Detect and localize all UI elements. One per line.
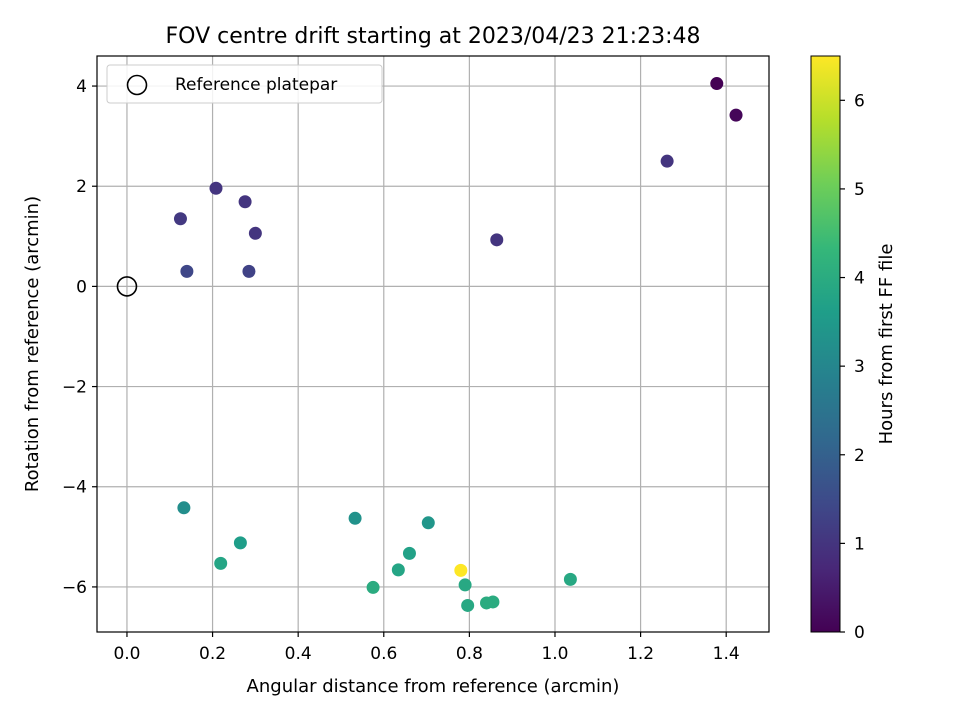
data-point — [180, 264, 194, 278]
colorbar-tick-label: 6 — [854, 91, 865, 111]
y-tick-label: 2 — [76, 177, 87, 197]
legend-marker — [126, 74, 148, 96]
data-point — [729, 108, 743, 122]
x-tick-label: 0.6 — [370, 644, 397, 664]
data-point — [233, 536, 247, 550]
data-point — [209, 181, 223, 195]
y-tick-label: −2 — [62, 378, 87, 398]
legend: Reference platepar — [106, 64, 383, 104]
y-tick-label: 0 — [76, 277, 87, 297]
data-point — [248, 226, 262, 240]
colorbar-tick-label: 3 — [854, 357, 865, 377]
y-axis-ticks: 4 2 0 −2 −4 −6 — [62, 77, 97, 598]
data-point — [490, 233, 504, 247]
chart-title: FOV centre drift starting at 2023/04/23 … — [166, 24, 701, 49]
reference-platepar-marker — [116, 276, 138, 297]
data-point — [402, 546, 416, 560]
x-tick-label: 0.8 — [456, 644, 483, 664]
x-tick-label: 0.4 — [285, 644, 312, 664]
x-axis-label: Angular distance from reference (arcmin) — [247, 676, 620, 697]
data-point — [391, 563, 405, 577]
data-point — [242, 264, 256, 278]
data-point — [480, 596, 494, 610]
data-point — [563, 572, 577, 586]
data-point — [366, 580, 380, 594]
colorbar-tick-label: 2 — [854, 446, 865, 466]
colorbar-tick-label: 0 — [854, 623, 865, 643]
data-point — [458, 578, 472, 592]
data-point — [348, 511, 362, 525]
x-axis-ticks: 0.0 0.2 0.4 0.6 0.8 1.0 1.2 1.4 — [113, 632, 740, 664]
data-point — [177, 501, 191, 515]
colorbar-label: Hours from first FF file — [876, 244, 897, 445]
data-point — [660, 154, 674, 168]
data-point — [461, 598, 475, 612]
colorbar-tick-label: 5 — [854, 180, 865, 200]
y-tick-label: −4 — [62, 478, 87, 498]
data-point — [173, 212, 187, 226]
y-tick-label: −6 — [62, 578, 87, 598]
y-axis-label: Rotation from reference (arcmin) — [22, 196, 43, 492]
data-point — [710, 77, 724, 91]
colorbar-ticks: 0 1 2 3 4 5 6 — [840, 91, 865, 643]
legend-box — [106, 64, 383, 104]
colorbar-tick-label: 4 — [854, 269, 865, 289]
x-tick-label: 0.0 — [113, 644, 140, 664]
data-point — [238, 195, 252, 209]
plot-frame — [96, 55, 770, 633]
data-point — [214, 556, 228, 570]
colorbar-tick-label: 1 — [854, 534, 865, 554]
x-tick-label: 1.2 — [627, 644, 654, 664]
legend-label: Reference platepar — [175, 75, 337, 95]
x-tick-label: 1.0 — [541, 644, 568, 664]
grid — [97, 56, 769, 632]
x-tick-label: 0.2 — [199, 644, 226, 664]
x-tick-label: 1.4 — [713, 644, 740, 664]
data-points — [173, 77, 743, 612]
data-point — [421, 516, 435, 530]
data-point — [454, 563, 468, 577]
colorbar — [810, 55, 841, 633]
y-tick-label: 4 — [76, 77, 87, 97]
